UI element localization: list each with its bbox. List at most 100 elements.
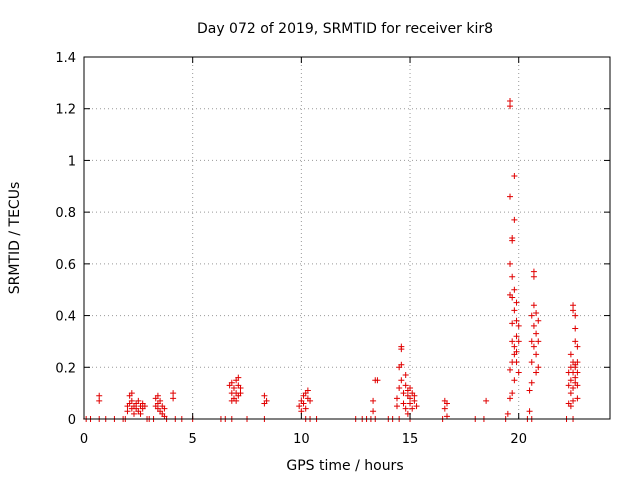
data-point	[400, 400, 407, 407]
data-point	[374, 377, 381, 384]
data-point	[509, 390, 516, 397]
data-point	[507, 193, 514, 200]
data-point	[528, 379, 535, 386]
y-tick-label: 0.4	[55, 310, 76, 325]
data-point	[393, 403, 400, 410]
data-point	[570, 307, 577, 314]
data-point	[398, 377, 405, 384]
data-point	[124, 408, 131, 415]
y-tick-label: 0.2	[55, 361, 76, 376]
data-point	[535, 317, 542, 324]
data-point	[396, 384, 403, 391]
data-point	[161, 405, 168, 412]
data-point	[96, 392, 103, 399]
data-point	[261, 392, 268, 399]
data-point	[574, 369, 581, 376]
data-point	[533, 309, 540, 316]
data-point	[402, 372, 409, 379]
data-point	[567, 403, 574, 410]
plot-frame	[83, 56, 611, 420]
data-point	[411, 397, 418, 404]
data-point	[570, 397, 577, 404]
data-point	[237, 384, 244, 391]
data-point	[393, 395, 400, 402]
data-point	[137, 410, 144, 417]
x-axis-label: GPS time / hours	[286, 458, 403, 474]
data-point	[572, 325, 579, 332]
x-tick-label: 20	[510, 432, 527, 447]
data-point	[413, 403, 420, 410]
data-point	[130, 410, 137, 417]
y-tick-label: 0	[68, 413, 76, 428]
data-point	[154, 392, 161, 399]
data-point	[507, 366, 514, 373]
data-point	[565, 382, 572, 389]
data-point	[513, 317, 520, 324]
data-point	[483, 397, 490, 404]
data-point	[515, 338, 522, 345]
data-point	[513, 359, 520, 366]
data-point	[402, 405, 409, 412]
data-point	[530, 273, 537, 280]
data-point	[567, 377, 574, 384]
chart-title: Day 072 of 2019, SRMTID for receiver kir…	[197, 21, 493, 37]
x-tick-label: 0	[80, 432, 88, 447]
data-point	[570, 302, 577, 309]
data-point	[511, 286, 518, 293]
x-tick-label: 5	[189, 432, 197, 447]
data-points	[83, 97, 581, 422]
data-point	[570, 384, 577, 391]
data-point	[511, 377, 518, 384]
data-point	[572, 374, 579, 381]
data-point	[96, 397, 103, 404]
data-point	[509, 235, 516, 241]
data-point	[530, 268, 537, 275]
data-point	[530, 322, 537, 329]
data-point	[528, 338, 535, 345]
data-point	[504, 410, 511, 417]
data-point	[228, 379, 235, 386]
data-point	[409, 405, 416, 412]
data-point	[511, 307, 518, 314]
data-point	[515, 322, 522, 329]
data-point	[528, 359, 535, 366]
y-tick-label: 1.4	[55, 51, 76, 66]
data-point	[302, 405, 309, 412]
data-point	[230, 384, 237, 391]
data-point	[141, 403, 148, 410]
data-point	[128, 390, 135, 397]
data-point	[407, 395, 414, 402]
data-point	[507, 97, 514, 104]
y-tick-label: 0.8	[55, 206, 76, 221]
y-tick-label: 0.6	[55, 258, 76, 273]
data-point	[574, 395, 581, 402]
data-point	[526, 387, 533, 394]
data-point	[567, 390, 574, 397]
data-point	[530, 302, 537, 309]
data-point	[296, 403, 303, 410]
x-tick-label: 10	[293, 432, 310, 447]
data-point	[507, 103, 514, 110]
data-point	[400, 390, 407, 397]
y-axis-label: SRMTID / TECUs	[7, 182, 23, 295]
y-tick-label: 1	[68, 154, 76, 169]
data-point	[411, 392, 418, 399]
data-point	[135, 397, 142, 404]
data-point	[533, 330, 540, 337]
data-point	[528, 312, 535, 319]
data-point	[526, 408, 533, 415]
data-point	[509, 294, 516, 301]
data-point	[511, 216, 518, 223]
data-point	[407, 384, 414, 391]
data-point	[170, 390, 177, 397]
data-point	[530, 343, 537, 350]
data-point	[370, 397, 377, 404]
data-point	[513, 333, 520, 340]
data-point	[533, 369, 540, 376]
data-point	[402, 382, 409, 389]
data-point	[515, 369, 522, 376]
data-point	[170, 395, 177, 402]
data-point	[304, 387, 311, 394]
data-point	[574, 343, 581, 350]
